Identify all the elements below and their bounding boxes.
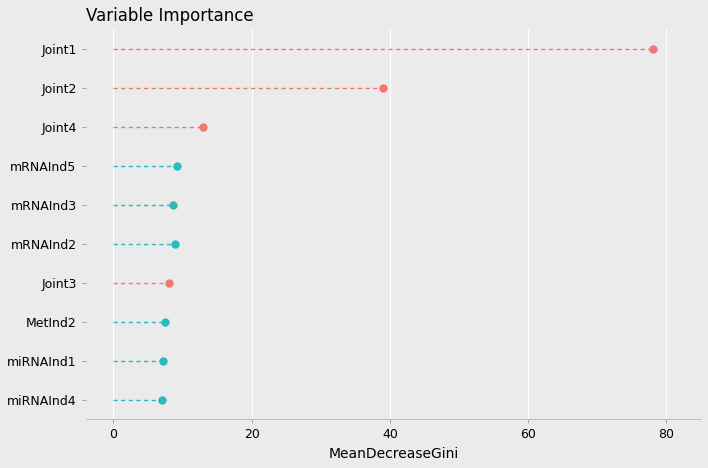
Text: Variable Importance: Variable Importance xyxy=(86,7,253,25)
Point xyxy=(170,240,181,248)
Point xyxy=(156,396,167,404)
Point xyxy=(198,123,209,131)
Point xyxy=(159,318,171,326)
Point xyxy=(647,45,658,52)
Point xyxy=(171,162,183,169)
Point xyxy=(163,279,174,286)
Point xyxy=(167,201,178,209)
Point xyxy=(157,357,169,365)
Point xyxy=(377,84,389,92)
X-axis label: MeanDecreaseGini: MeanDecreaseGini xyxy=(329,447,459,461)
